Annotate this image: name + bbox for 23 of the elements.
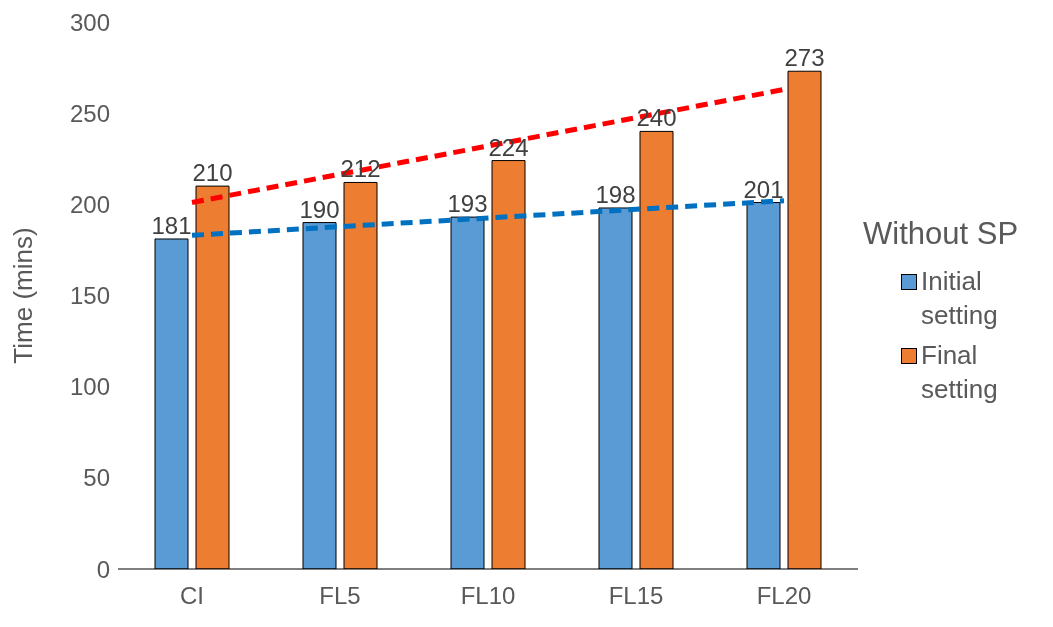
y-tick-label: 250 <box>69 99 110 127</box>
y-axis-title: Time (mins) <box>8 227 39 364</box>
data-label: 193 <box>447 190 488 218</box>
y-tick-label: 0 <box>96 555 110 583</box>
x-tick-label: FL20 <box>756 582 812 610</box>
data-label: 198 <box>595 180 636 208</box>
data-label: 181 <box>151 211 192 239</box>
y-tick-label: 100 <box>69 373 110 401</box>
y-tick-label: 200 <box>69 190 110 218</box>
x-tick-label: FL5 <box>319 582 361 610</box>
y-tick-label: 300 <box>69 8 110 36</box>
x-tick-label: FL15 <box>608 582 664 610</box>
data-label: 190 <box>299 195 340 223</box>
data-label: 273 <box>784 44 825 72</box>
x-tick-label: FL10 <box>460 582 516 610</box>
legend-title: Without SP <box>863 216 1020 252</box>
x-tick-label: CI <box>180 582 204 610</box>
legend-label: Initial setting <box>921 265 999 332</box>
data-label: 201 <box>743 175 784 203</box>
data-label: 210 <box>192 159 233 187</box>
y-tick-label: 50 <box>83 464 110 492</box>
legend-label: Final setting <box>921 339 999 406</box>
y-tick-label: 150 <box>69 282 110 310</box>
